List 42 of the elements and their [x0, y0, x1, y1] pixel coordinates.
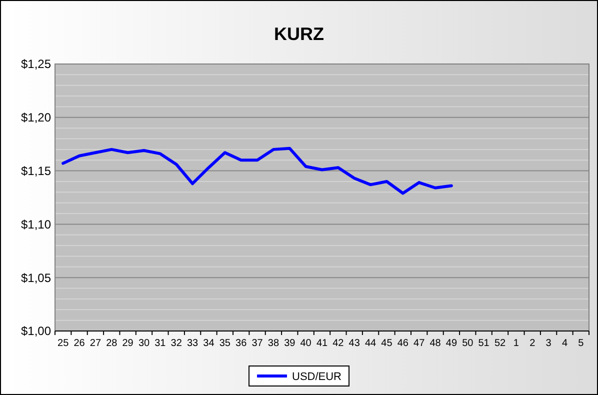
y-tick-label: $1,25: [20, 57, 52, 72]
x-tick-label: 36: [236, 338, 248, 349]
x-tick-label: 50: [462, 338, 474, 349]
x-tick-label: 29: [122, 338, 134, 349]
x-tick-label: 34: [203, 338, 215, 349]
x-tick-label: 45: [381, 338, 393, 349]
x-tick-label: 2: [530, 338, 536, 349]
x-tick-label: 37: [252, 338, 264, 349]
x-tick-label: 33: [186, 338, 199, 349]
x-tick-label: 49: [446, 338, 458, 349]
line-series: [62, 146, 453, 195]
y-tick-label: $1,00: [20, 324, 52, 338]
x-tick-label: 46: [397, 338, 409, 349]
x-tick-label: 28: [106, 338, 118, 349]
x-tick-label: 43: [348, 338, 360, 349]
x-tick-label: 27: [90, 338, 102, 349]
x-tick-label: 48: [430, 338, 442, 349]
x-tick-label: 4: [562, 338, 568, 349]
x-tick-label: 3: [546, 338, 552, 349]
x-tick-label: 47: [414, 338, 426, 349]
x-tick-label: 44: [364, 338, 377, 349]
x-tick-label: 35: [219, 338, 231, 349]
x-tick-label: 1: [513, 338, 520, 349]
x-tick-label: 41: [316, 338, 328, 349]
x-tick-label: 25: [58, 338, 70, 349]
x-tick-label: 38: [268, 338, 280, 349]
x-tick-label: 32: [170, 338, 182, 349]
legend-label: USD/EUR: [292, 370, 342, 383]
x-tick-label: 42: [332, 338, 344, 349]
x-tick-label: 26: [74, 338, 86, 349]
chart-title: KURZ: [274, 24, 324, 44]
x-tick-label: 31: [154, 338, 166, 349]
y-tick-label: $1,20: [20, 110, 52, 125]
x-tick-label: 51: [478, 338, 490, 349]
y-tick-label: $1,10: [20, 217, 52, 232]
x-tick-label: 5: [578, 338, 584, 349]
x-tick-label: 39: [284, 338, 296, 349]
y-tick-label: $1,05: [20, 270, 52, 285]
x-tick-label: 30: [138, 338, 150, 349]
x-tick-label: 40: [300, 338, 312, 349]
x-tick-label: 52: [494, 338, 506, 349]
y-tick-label: $1,15: [20, 164, 52, 178]
